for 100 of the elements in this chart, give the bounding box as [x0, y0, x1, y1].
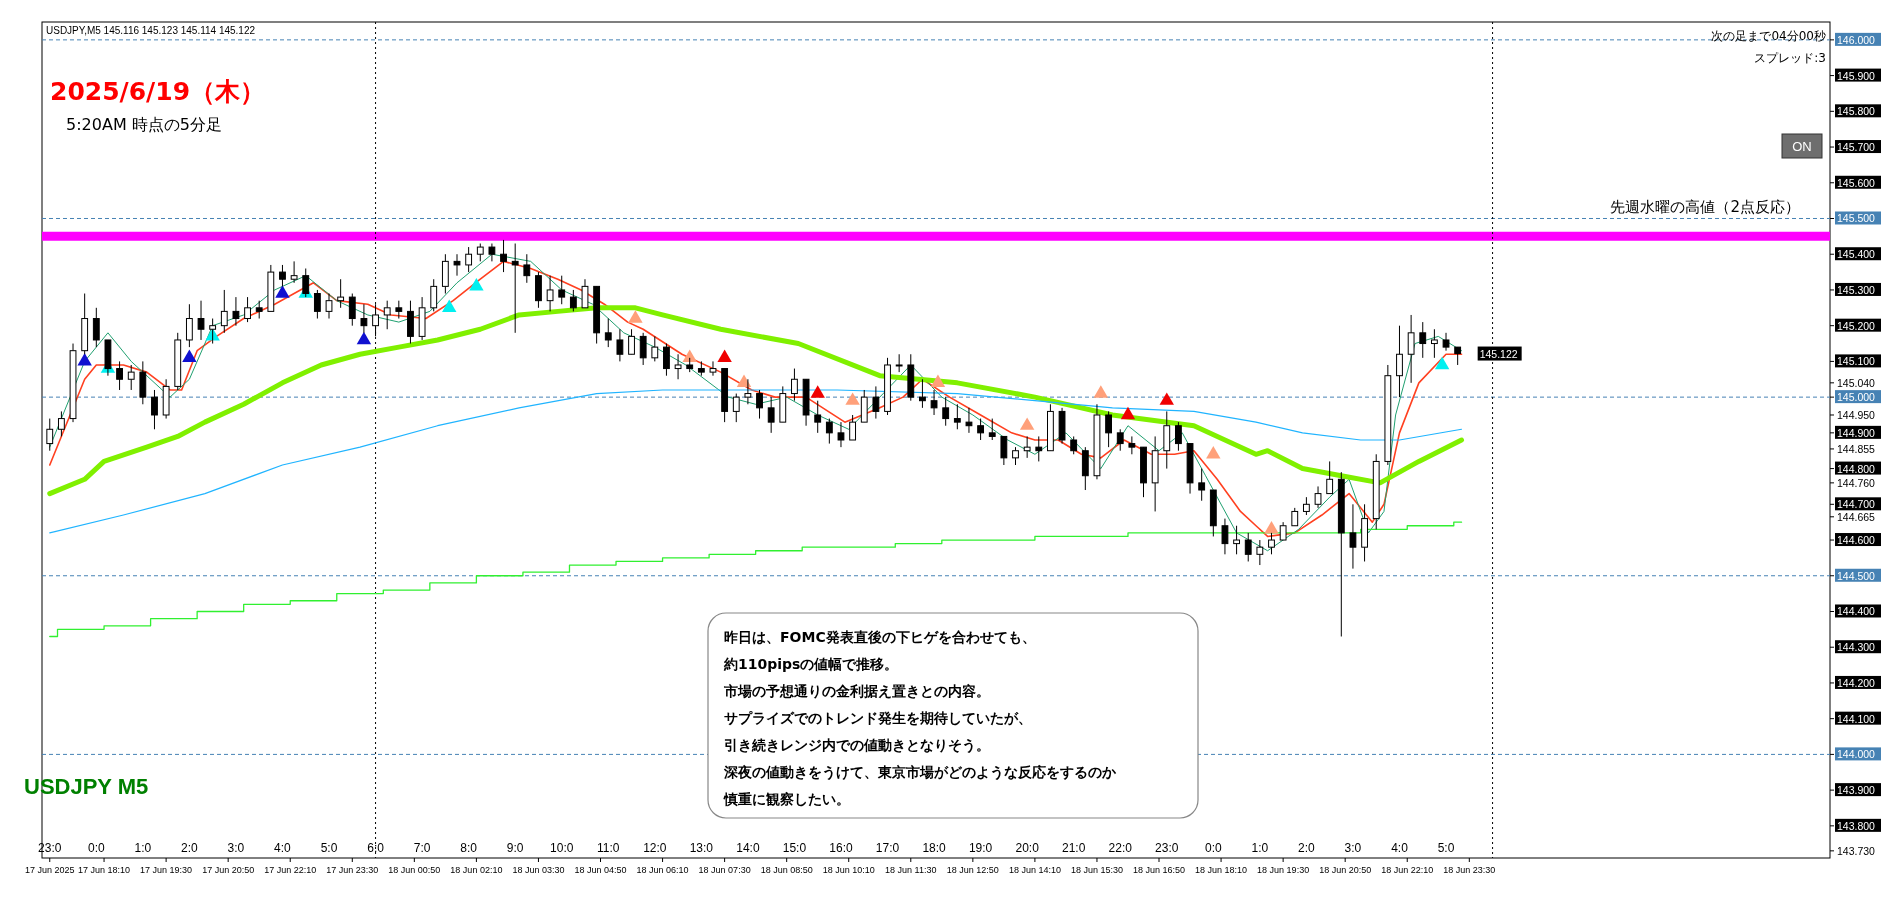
- x2-tick-label: 14:0: [736, 841, 760, 855]
- y-tick-label: 145.700: [1837, 141, 1876, 154]
- candlestick: [1256, 539, 1264, 566]
- point: [1019, 417, 1035, 430]
- candlestick: [430, 278, 438, 312]
- candlestick: [325, 293, 333, 320]
- point: [442, 299, 457, 312]
- candlestick: [663, 343, 670, 377]
- x2-tick-label: 13:0: [689, 841, 714, 855]
- x2-tick-label: 10:0: [550, 841, 574, 855]
- candlestick: [569, 289, 577, 312]
- x2-tick-label: 16:0: [829, 841, 853, 855]
- candlestick: [279, 264, 286, 287]
- x2-tick-label: 5:0: [1437, 841, 1455, 855]
- candlestick: [1000, 435, 1008, 466]
- annotation: ON: [1792, 139, 1812, 154]
- candlestick: [1035, 435, 1043, 462]
- x-tick-label: 18 Jun 23:30: [1443, 865, 1496, 875]
- candlestick: [732, 393, 740, 423]
- y-tick-label: 144.900: [1837, 426, 1876, 439]
- candlestick: [511, 243, 519, 334]
- candlestick: [185, 303, 193, 348]
- y-tick-label: 144.855: [1837, 442, 1876, 455]
- x2-tick-label: 0:0: [1204, 841, 1222, 855]
- candlestick: [360, 303, 368, 334]
- point: [1206, 445, 1221, 459]
- x-tick-label: 17 Jun 23:30: [326, 865, 379, 875]
- candlestick: [791, 368, 798, 402]
- x2-tick-label: 2:0: [181, 841, 199, 855]
- candlestick: [872, 385, 880, 420]
- annotation: USDJPY,M5 145.116 145.123 145.114 145.122: [46, 25, 256, 36]
- candlestick: [837, 421, 845, 448]
- y-tick-label: 143.800: [1837, 819, 1876, 832]
- candlestick: [1198, 468, 1206, 502]
- x2-tick-label: 1:0: [134, 841, 152, 855]
- y-tick-label: 145.040: [1837, 376, 1876, 389]
- y-tick-label: 144.300: [1837, 641, 1876, 654]
- point: [356, 331, 372, 345]
- x2-tick-label: 8:0: [460, 841, 478, 855]
- candlestick: [348, 293, 356, 327]
- x-tick-label: 18 Jun 14:10: [1008, 865, 1061, 875]
- candlestick: [849, 414, 857, 441]
- candlestick: [977, 418, 985, 441]
- x2-tick-label: 3:0: [227, 841, 245, 855]
- candlestick: [1314, 485, 1322, 509]
- candlestick: [1396, 325, 1403, 398]
- candlestick: [1221, 518, 1229, 555]
- y-tick-label: 143.900: [1837, 784, 1876, 797]
- y-tick-label: 145.900: [1837, 69, 1876, 82]
- y-tick-label: 145.600: [1837, 176, 1876, 189]
- x2-tick-label: 23:0: [1155, 841, 1179, 855]
- point: [845, 392, 860, 405]
- candlestick: [1116, 428, 1124, 452]
- candlestick: [1105, 410, 1113, 448]
- x2-tick-label: 19:0: [968, 841, 993, 855]
- y-tick-label: 144.000: [1837, 748, 1876, 761]
- candlestick: [767, 396, 775, 434]
- candlestick: [337, 278, 345, 309]
- point: [1093, 385, 1109, 398]
- x2-tick-label: 21:0: [1062, 841, 1086, 855]
- candlestick: [965, 407, 973, 434]
- y-tick-label: 145.000: [1837, 391, 1876, 404]
- x2-tick-label: 9:0: [506, 841, 524, 855]
- y-tick-label: 144.950: [1837, 408, 1876, 421]
- point: [275, 285, 290, 298]
- candlestick: [523, 253, 531, 284]
- y-tick-label: 144.100: [1837, 712, 1876, 725]
- candlestick: [1128, 435, 1136, 455]
- y-tick-label: 143.730: [1837, 844, 1876, 857]
- point: [810, 385, 825, 398]
- candlestick: [604, 318, 612, 348]
- candlestick: [1407, 314, 1415, 384]
- candlestick: [1023, 435, 1031, 459]
- x2-tick-label: 5:0: [320, 841, 338, 855]
- annotation: 引き続きレンジ内での値動きとなりそう。: [724, 737, 990, 754]
- x-tick-label: 18 Jun 04:50: [574, 865, 627, 875]
- candlestick: [465, 246, 473, 273]
- candlestick: [232, 296, 240, 327]
- x2-tick-label: 0:0: [87, 841, 105, 855]
- x2-tick-label: 6:0: [367, 841, 385, 855]
- x2-tick-label: 22:0: [1108, 841, 1133, 855]
- candlestick: [290, 260, 298, 284]
- x-tick-label: 17 Jun 22:10: [264, 865, 317, 875]
- candlestick: [1442, 332, 1450, 352]
- ref-line-label: 先週水曜の高値（2点反応）: [1610, 198, 1800, 217]
- candlestick: [313, 289, 321, 320]
- candlestick: [709, 360, 717, 377]
- x-tick-label: 18 Jun 07:30: [698, 865, 751, 875]
- candlestick: [220, 289, 228, 334]
- candlestick: [919, 378, 926, 409]
- x-tick-label: 18 Jun 15:30: [1070, 865, 1123, 875]
- point: [1264, 520, 1279, 534]
- candlestick: [500, 239, 507, 273]
- candlestick: [1349, 503, 1357, 570]
- annotation: 深夜の値動きをうけて、東京市場がどのような反応をするのか: [723, 764, 1117, 781]
- x-tick-label: 18 Jun 11:30: [885, 865, 937, 875]
- x-tick-label: 17 Jun 18:10: [78, 865, 131, 875]
- annotation: 慎重に観察したい。: [723, 791, 850, 807]
- x-tick-label: 18 Jun 03:30: [512, 865, 565, 875]
- candlestick: [988, 418, 996, 441]
